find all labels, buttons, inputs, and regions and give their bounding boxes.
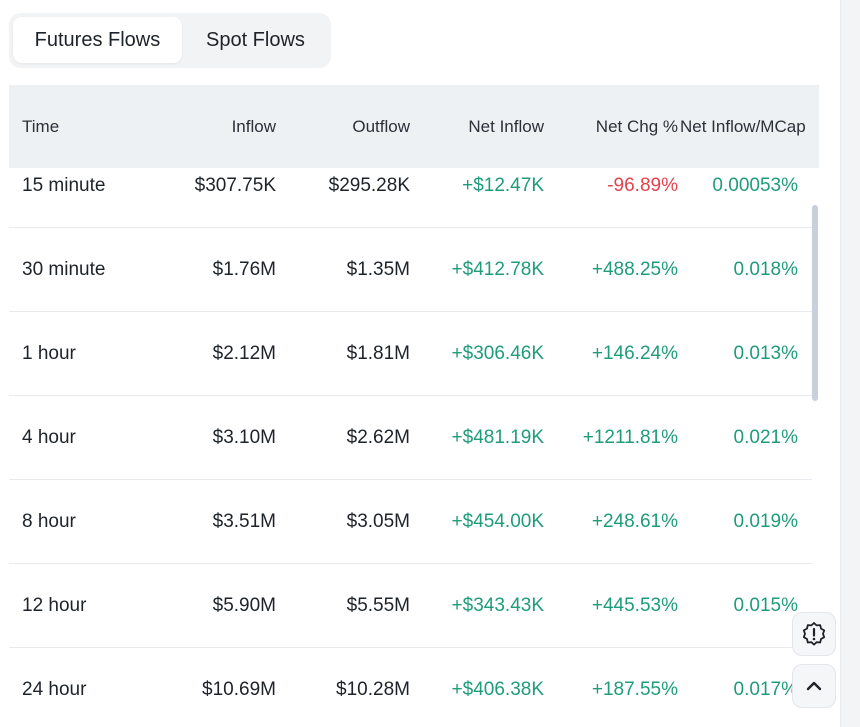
- cell-net-inflow-mcap: 0.013%: [733, 342, 798, 364]
- cell-net-inflow: +$412.78K: [451, 258, 544, 280]
- table-scrollbar[interactable]: [812, 205, 818, 401]
- cell-outflow: $5.55M: [346, 594, 410, 616]
- table-header: Time Inflow Outflow Net Inflow Net Chg %…: [9, 85, 819, 168]
- cell-time: 8 hour: [22, 510, 76, 532]
- feedback-button[interactable]: [792, 612, 836, 656]
- cell-net-inflow: +$454.00K: [451, 510, 544, 532]
- alert-badge-icon: [802, 622, 826, 646]
- cell-net-chg: -96.89%: [607, 175, 678, 196]
- cell-inflow: $1.76M: [212, 258, 276, 280]
- column-header-net-chg[interactable]: Net Chg %: [595, 116, 678, 136]
- cell-net-inflow-mcap: 0.017%: [733, 678, 798, 700]
- cell-net-inflow-mcap: 0.015%: [733, 594, 798, 616]
- cell-inflow: $3.51M: [212, 510, 276, 532]
- column-header-net-inflow-mcap[interactable]: Net Inflow/MCap: [680, 116, 806, 136]
- cell-net-inflow-mcap: 0.021%: [733, 426, 798, 448]
- cell-outflow: $10.28M: [336, 678, 410, 700]
- cell-net-inflow: +$343.43K: [451, 594, 544, 616]
- cell-net-inflow-mcap: 0.019%: [733, 510, 798, 532]
- table-row: 30 minute $1.76M $1.35M +$412.78K +488.25% 0.…: [9, 228, 812, 312]
- cell-time: 4 hour: [22, 426, 76, 448]
- page-right-gutter: [840, 0, 860, 727]
- table-body: 15 minute $307.75K $295.28K +$12.47K -96.89%…: [9, 145, 819, 727]
- cell-time: 12 hour: [22, 594, 87, 616]
- flows-table: Time Inflow Outflow Net Inflow Net Chg %…: [9, 85, 819, 727]
- scroll-to-top-button[interactable]: [792, 664, 836, 708]
- cell-net-inflow: +$12.47K: [462, 175, 544, 196]
- cell-inflow: $5.90M: [212, 594, 276, 616]
- column-header-net-inflow[interactable]: Net Inflow: [468, 116, 544, 136]
- cell-net-chg: +488.25%: [591, 258, 678, 280]
- table-row: 1 hour $2.12M $1.81M +$306.46K +146.24% 0.013…: [9, 312, 812, 396]
- cell-net-inflow: +$481.19K: [451, 426, 544, 448]
- cell-inflow: $2.12M: [212, 342, 276, 364]
- column-header-outflow[interactable]: Outflow: [352, 116, 410, 136]
- cell-net-chg: +187.55%: [591, 678, 678, 700]
- cell-inflow: $10.69M: [202, 678, 276, 700]
- cell-time: 15 minute: [22, 175, 106, 196]
- cell-inflow: $307.75K: [194, 175, 276, 196]
- tab-futures-flows[interactable]: Futures Flows: [13, 17, 182, 63]
- cell-outflow: $1.81M: [346, 342, 410, 364]
- table-row: 15 minute $307.75K $295.28K +$12.47K -96.89%…: [9, 145, 812, 228]
- cell-net-inflow: +$406.38K: [451, 678, 544, 700]
- table-row: 12 hour $5.90M $5.55M +$343.43K +445.53% 0.01…: [9, 564, 812, 648]
- cell-outflow: $2.62M: [346, 426, 410, 448]
- table-row: 4 hour $3.10M $2.62M +$481.19K +1211.81% 0.02…: [9, 396, 812, 480]
- cell-time: 30 minute: [22, 258, 106, 280]
- flows-tab-group: Futures Flows Spot Flows: [9, 13, 331, 67]
- tab-spot-flows[interactable]: Spot Flows: [205, 28, 305, 51]
- cell-outflow: $1.35M: [346, 258, 410, 280]
- cell-net-chg: +248.61%: [591, 510, 678, 532]
- cell-outflow: $3.05M: [346, 510, 410, 532]
- column-header-time[interactable]: Time: [22, 116, 60, 136]
- column-header-inflow[interactable]: Inflow: [231, 116, 276, 136]
- cell-net-inflow: +$306.46K: [451, 342, 544, 364]
- cell-time: 24 hour: [22, 678, 87, 700]
- cell-net-inflow-mcap: 0.00053%: [712, 175, 798, 196]
- table-row: 8 hour $3.51M $3.05M +$454.00K +248.61% 0.019…: [9, 480, 812, 564]
- cell-net-chg: +146.24%: [591, 342, 678, 364]
- cell-inflow: $3.10M: [212, 426, 276, 448]
- cell-net-chg: +445.53%: [591, 594, 678, 616]
- table-row: 24 hour $10.69M $10.28M +$406.38K +187.55% 0.…: [9, 648, 812, 727]
- chevron-up-icon: [806, 681, 822, 691]
- cell-net-inflow-mcap: 0.018%: [733, 258, 798, 280]
- cell-net-chg: +1211.81%: [582, 426, 678, 448]
- cell-time: 1 hour: [22, 342, 76, 364]
- cell-outflow: $295.28K: [328, 175, 410, 196]
